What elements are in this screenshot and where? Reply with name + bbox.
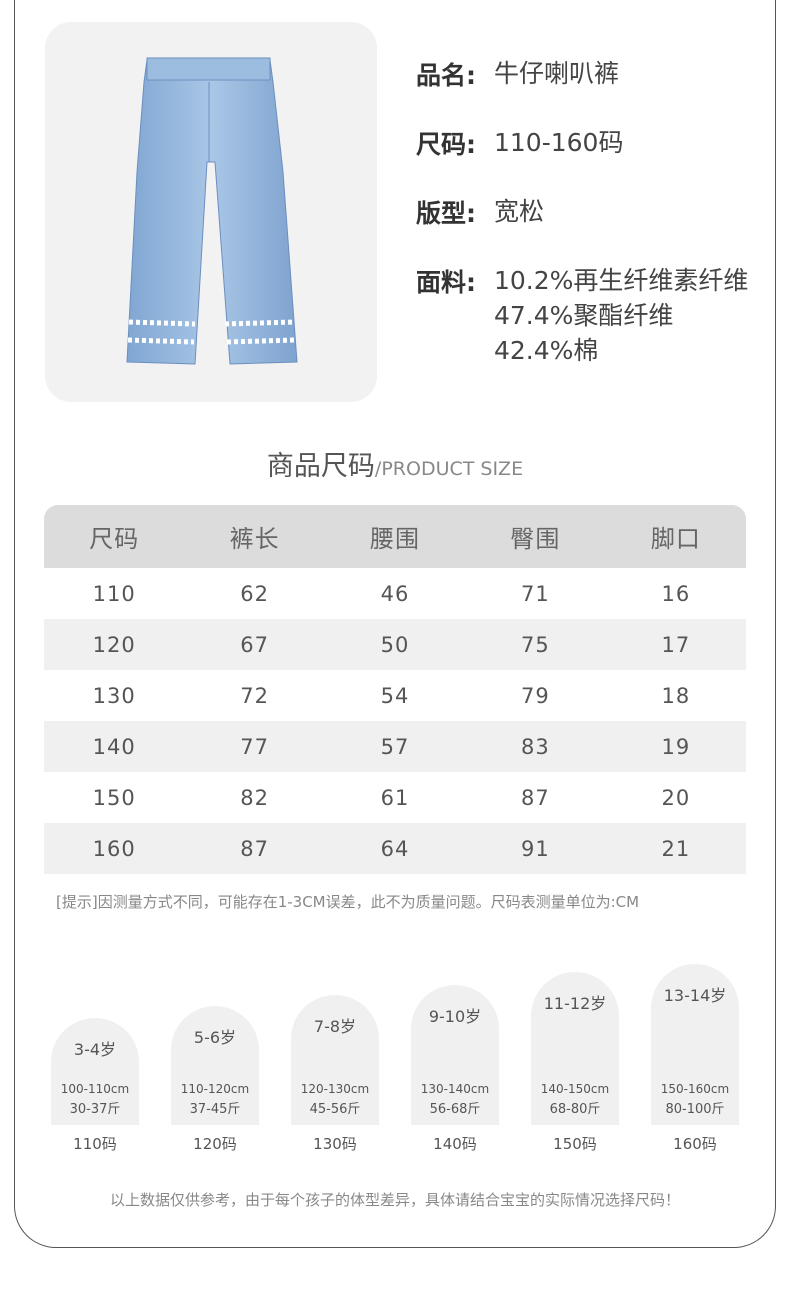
table-cell: 67 (240, 632, 269, 657)
column-header: 裤长 (229, 525, 280, 553)
table-cell: 54 (380, 683, 410, 708)
table-cell: 20 (661, 785, 691, 810)
size-range: 110-160码 (494, 128, 624, 157)
size-label: 130码 (313, 1135, 357, 1153)
table-cell: 19 (661, 734, 691, 759)
table-cell: 130 (92, 683, 136, 708)
table-cell: 150 (92, 785, 136, 810)
table-row: 110 62 46 71 16 (44, 568, 746, 619)
column-header: 臀围 (510, 525, 561, 553)
table-row: 130 72 54 79 18 (44, 670, 746, 721)
section-title: 商品尺码/PRODUCT SIZE (266, 451, 524, 482)
table-cell: 87 (521, 785, 550, 810)
age-size-card: 11-12岁 140-150cm 68-80斤 (531, 972, 619, 1125)
age-range: 9-10岁 (428, 1007, 482, 1026)
product-name-row: 品名: 牛仔喇叭裤 (416, 56, 619, 92)
table-row: 150 82 61 87 20 (44, 772, 746, 823)
table-cell: 77 (240, 734, 269, 759)
table-row: 160 87 64 91 21 (44, 823, 746, 874)
height-range: 120-130cm (300, 1082, 370, 1096)
height-range: 110-120cm (180, 1082, 250, 1096)
size-range-row: 尺码: 110-160码 (416, 125, 623, 161)
table-cell: 71 (521, 581, 550, 606)
size-label: 150码 (553, 1135, 597, 1153)
weight-range: 30-37斤 (69, 1102, 121, 1117)
size-label: 160码 (673, 1135, 717, 1153)
age-range: 11-12岁 (543, 994, 607, 1013)
column-header: 腰围 (370, 525, 421, 553)
fabric-label: 面料: (416, 268, 476, 297)
fabric-line: 10.2%再生纤维素纤维 (494, 266, 749, 295)
height-range: 140-150cm (540, 1082, 610, 1096)
height-range: 150-160cm (660, 1082, 730, 1096)
denim-pants-icon (126, 57, 298, 365)
size-range-label: 尺码: (416, 130, 476, 159)
table-cell: 83 (521, 734, 550, 759)
age-size-card: 7-8岁 120-130cm 45-56斤 (291, 995, 379, 1125)
age-range: 13-14岁 (663, 986, 727, 1005)
product-name: 牛仔喇叭裤 (494, 59, 620, 88)
table-cell: 18 (661, 683, 691, 708)
table-cell: 120 (92, 632, 136, 657)
fit-row: 版型: 宽松 (416, 194, 544, 230)
age-size-card: 3-4岁 100-110cm 30-37斤 (51, 1018, 139, 1125)
table-cell: 140 (92, 734, 136, 759)
fabric-row: 面料: 10.2%再生纤维素纤维 47.4%聚酯纤维 42.4%棉 (416, 263, 748, 368)
weight-range: 80-100斤 (665, 1102, 725, 1117)
fabric-line: 47.4%聚酯纤维 (494, 301, 674, 330)
table-cell: 46 (380, 581, 410, 606)
fit-label: 版型: (416, 199, 476, 228)
table-cell: 91 (521, 836, 550, 861)
table-cell: 50 (380, 632, 410, 657)
table-row: 120 67 50 75 17 (44, 619, 746, 670)
size-label: 110码 (73, 1135, 117, 1153)
age-size-card: 9-10岁 130-140cm 56-68斤 (411, 985, 499, 1125)
table-cell: 64 (380, 836, 410, 861)
measurement-note: [提示]因测量方式不同，可能存在1-3CM误差，此不为质量问题。尺码表测量单位为… (56, 893, 640, 911)
age-size-card: 13-14岁 150-160cm 80-100斤 (651, 964, 739, 1125)
table-cell: 160 (92, 836, 136, 861)
product-name-label: 品名: (416, 61, 476, 90)
page-frame (14, 0, 776, 1248)
fit: 宽松 (494, 197, 545, 226)
age-range: 7-8岁 (313, 1017, 357, 1036)
age-range: 5-6岁 (193, 1028, 237, 1047)
height-range: 130-140cm (420, 1082, 490, 1096)
column-header: 脚口 (650, 525, 701, 553)
weight-range: 68-80斤 (549, 1102, 601, 1117)
table-cell: 61 (380, 785, 410, 810)
height-range: 100-110cm (60, 1082, 130, 1096)
table-cell: 21 (661, 836, 691, 861)
footer-disclaimer: 以上数据仅供参考，由于每个孩子的体型差异，具体请结合宝宝的实际情况选择尺码！ (109, 1191, 680, 1209)
table-cell: 87 (240, 836, 269, 861)
table-cell: 110 (92, 581, 136, 606)
weight-range: 45-56斤 (309, 1102, 361, 1117)
product-image (45, 22, 377, 402)
table-row: 140 77 57 83 19 (44, 721, 746, 772)
weight-range: 37-45斤 (189, 1102, 241, 1117)
size-label: 140码 (433, 1135, 477, 1153)
table-cell: 82 (240, 785, 269, 810)
table-cell: 57 (380, 734, 410, 759)
age-range: 3-4岁 (73, 1040, 117, 1059)
size-label: 120码 (193, 1135, 237, 1153)
table-cell: 17 (661, 632, 691, 657)
age-size-card: 5-6岁 110-120cm 37-45斤 (171, 1006, 259, 1125)
size-table: 尺码 裤长 腰围 臀围 脚口 110 62 46 71 16 120 67 50 75 17 130… (44, 505, 746, 874)
table-cell: 79 (521, 683, 550, 708)
table-cell: 16 (661, 581, 691, 606)
table-cell: 75 (521, 632, 550, 657)
weight-range: 56-68斤 (429, 1102, 481, 1117)
table-cell: 72 (240, 683, 269, 708)
table-header: 尺码 裤长 腰围 臀围 脚口 (44, 505, 746, 568)
section-subtitle: /PRODUCT SIZE (374, 458, 524, 480)
fabric-line: 42.4%棉 (494, 336, 599, 365)
column-header: 尺码 (89, 525, 140, 553)
table-cell: 62 (240, 581, 269, 606)
